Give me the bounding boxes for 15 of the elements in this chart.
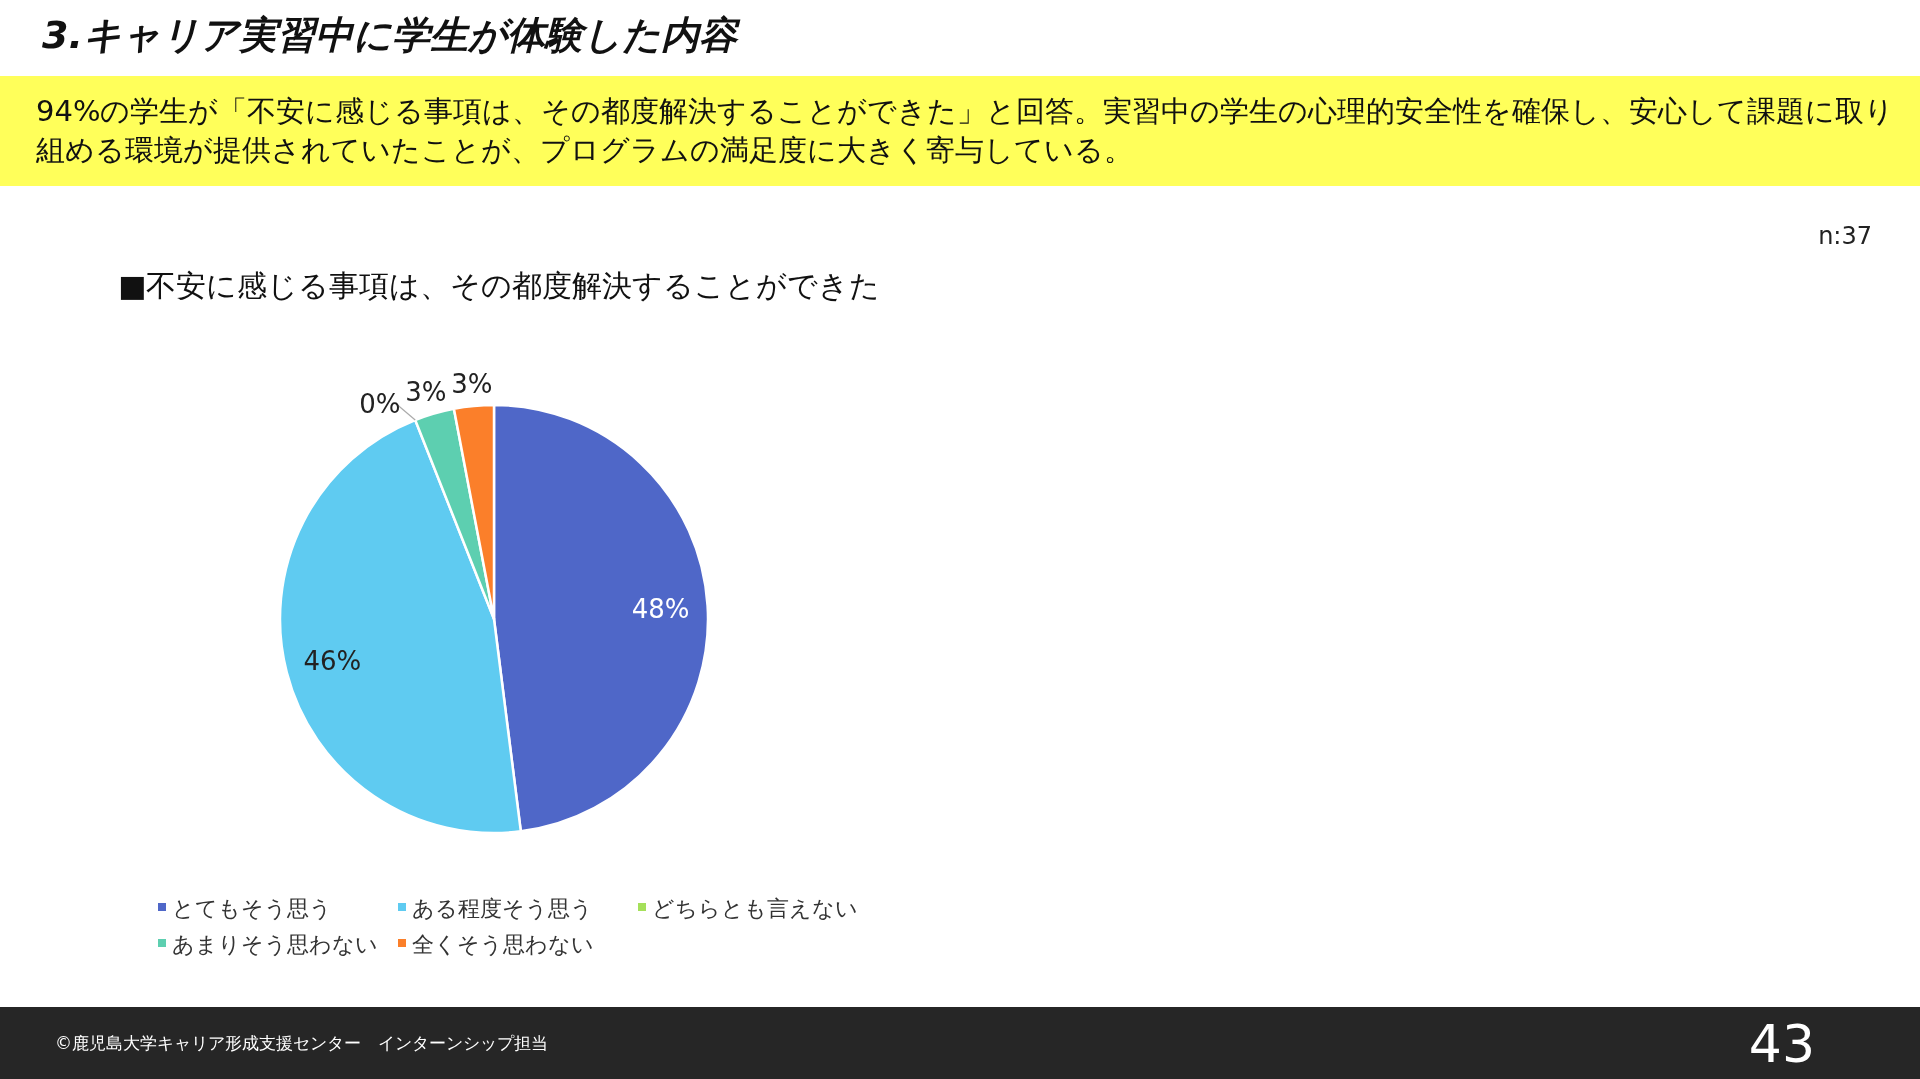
- legend-label: ある程度そう思う: [412, 896, 593, 921]
- data-label: 48%: [631, 593, 690, 624]
- data-label: 3%: [451, 369, 493, 400]
- legend-label: 全くそう思わない: [412, 932, 594, 957]
- text: ©鹿児島大学キャリア形成支援センター インターンシップ担当: [55, 1032, 548, 1055]
- legend-label: どちらとも言えない: [652, 896, 858, 921]
- chart-title: ■不安に感じる事項は、その都度解決することができた: [118, 268, 881, 303]
- text: 43: [1748, 1014, 1815, 1074]
- text: 94%の学生が「不安に感じる事項は、その都度解決することができた」と回答。実習中の学生の心理的安全性を確保し、安心して課題に取り組める環境が提供されていたことが、プログラムの満足度に大きく寄与している。: [0, 76, 1920, 186]
- data-label: 3%: [405, 377, 447, 408]
- text: 0%: [359, 388, 401, 419]
- data-label: 46%: [303, 645, 362, 676]
- legend-label: あまりそう思わない: [172, 932, 378, 957]
- legend-label: とてもそう思う: [172, 896, 332, 921]
- text: n:37: [1818, 222, 1872, 250]
